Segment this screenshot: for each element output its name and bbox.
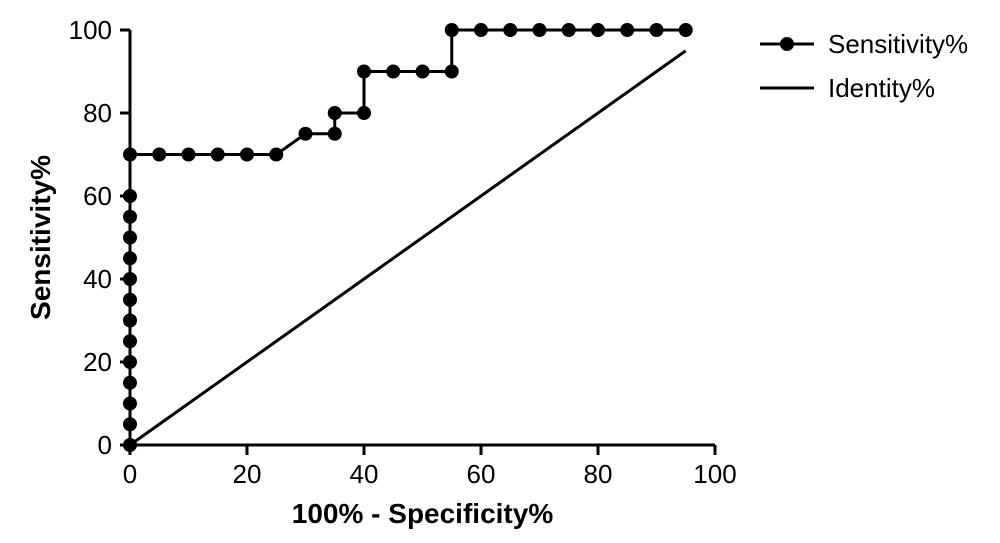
sensitivity-marker [679,24,692,37]
sensitivity-marker [328,107,341,120]
sensitivity-marker [562,24,575,37]
sensitivity-marker [328,127,341,140]
sensitivity-marker [445,24,458,37]
sensitivity-marker [445,65,458,78]
y-tick-label: 60 [83,181,112,211]
sensitivity-marker [416,65,429,78]
sensitivity-marker [182,148,195,161]
chart-svg: 0 20 40 60 80 100 0 20 40 60 80 100 100% - Specifici… [0,0,1000,543]
legend-label: Sensitivity% [828,29,968,59]
sensitivity-marker [592,24,605,37]
x-axis-title: 100% - Specificity% [292,498,554,529]
y-tick-label: 40 [83,264,112,294]
legend-swatch-marker [781,38,794,51]
sensitivity-line [130,30,686,445]
x-tick-label: 40 [350,459,379,489]
y-tick-label: 80 [83,98,112,128]
sensitivity-marker [211,148,224,161]
sensitivity-marker [270,148,283,161]
legend-label: Identity% [828,73,935,103]
sensitivity-marker [533,24,546,37]
x-tick-label: 60 [467,459,496,489]
x-tick-label: 80 [584,459,613,489]
sensitivity-marker [650,24,663,37]
x-tick-label: 20 [233,459,262,489]
x-tick-label: 0 [123,459,137,489]
sensitivity-marker [504,24,517,37]
sensitivity-marker [621,24,634,37]
x-tick-label: 100 [693,459,736,489]
y-tick-label: 100 [69,15,112,45]
y-axis-title: Sensitivity% [25,155,56,320]
y-tick-label: 20 [83,347,112,377]
sensitivity-marker [475,24,488,37]
sensitivity-marker [299,127,312,140]
sensitivity-marker [387,65,400,78]
y-tick-label: 0 [98,430,112,460]
identity-line [130,51,686,445]
roc-chart: 0 20 40 60 80 100 0 20 40 60 80 100 100% - Specifici… [0,0,1000,543]
sensitivity-marker [241,148,254,161]
sensitivity-marker [153,148,166,161]
sensitivity-marker [358,65,371,78]
sensitivity-marker [358,107,371,120]
